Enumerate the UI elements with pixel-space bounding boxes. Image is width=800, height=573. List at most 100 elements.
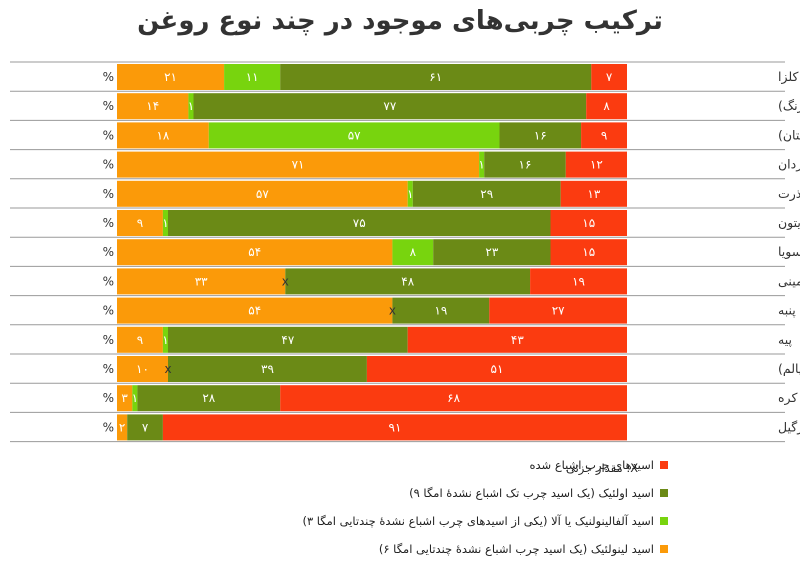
category-label: روغن کافشه ـگلرنگ) bbox=[778, 98, 800, 114]
segment-label-sat: ۱۹ bbox=[572, 274, 585, 288]
bar-segment-la bbox=[117, 180, 408, 207]
legend-item-linoleic: اسید لینولئیک (یک اسید چرب اشباع نشدهٔ چ… bbox=[379, 542, 668, 556]
bar-segment-la bbox=[117, 414, 128, 441]
percent-symbol: % bbox=[103, 128, 114, 142]
segment-label-la: ۷۱ bbox=[292, 158, 305, 172]
segment-label-sat: ۹ bbox=[601, 128, 607, 142]
category-label: روغن نارگیل bbox=[778, 419, 800, 435]
bar-segment-ala bbox=[132, 385, 138, 412]
segment-label-mono: ۴۷ bbox=[281, 333, 294, 347]
bar-segment-la bbox=[117, 210, 163, 236]
legend-label-saturated: اسیدهای چرب اشباع شده bbox=[529, 458, 654, 472]
bar-segment-sat bbox=[407, 326, 627, 353]
percent-symbol: % bbox=[103, 99, 114, 113]
legend-swatch-oleic bbox=[660, 489, 668, 497]
segment-label-ala: x bbox=[389, 304, 396, 318]
bar-segment-mono bbox=[168, 326, 408, 353]
category-label: روغن کلزا bbox=[778, 69, 800, 85]
legend-item-oleic: اسید اولئیک (یک اسید چرب تک اشباع نشدهٔ … bbox=[409, 486, 668, 500]
segment-label-mono: ۷۵ bbox=[353, 216, 366, 230]
legend-swatch-saturated bbox=[660, 461, 668, 469]
bar-segment-la bbox=[117, 356, 168, 382]
segment-label-sat: ۱۵ bbox=[582, 216, 595, 230]
bar-segment-mono bbox=[412, 180, 561, 207]
segment-label-mono: ۷ bbox=[142, 420, 149, 434]
segment-label-ala: ۱ bbox=[478, 158, 484, 172]
segment-label-mono: ۱۹ bbox=[434, 304, 447, 318]
segment-label-sat: ۱۲ bbox=[590, 158, 603, 172]
bar-segment-ala bbox=[224, 64, 281, 90]
percent-symbol: % bbox=[103, 70, 114, 84]
category-label: روغن ذرت bbox=[778, 186, 800, 202]
bar-segment-sat bbox=[550, 210, 627, 236]
segment-label-ala: ۱ bbox=[132, 391, 138, 405]
legend-label-linoleic: اسید لینولئیک (یک اسید چرب اشباع نشدهٔ چ… bbox=[378, 542, 654, 556]
percent-symbol: % bbox=[103, 158, 114, 172]
segment-label-la: ۳۳ bbox=[195, 274, 208, 288]
bar-segment-sat bbox=[489, 297, 627, 324]
category-label: کره bbox=[778, 390, 797, 406]
bar-segment-sat bbox=[586, 93, 627, 120]
legend-label-oleic: اسید اولئیک (یک اسید چرب تک اشباع نشدهٔ … bbox=[409, 486, 654, 500]
percent-symbol: % bbox=[103, 245, 114, 259]
percent-symbol: % bbox=[103, 274, 114, 288]
chart-title: ترکیب چربی‌های موجود در چند نوع روغن bbox=[137, 6, 663, 36]
segment-label-sat: ۱۵ bbox=[582, 245, 595, 259]
segment-label-la: ۹ bbox=[137, 333, 143, 347]
segment-label-ala: x bbox=[164, 362, 171, 376]
category-label: روغن پنبه bbox=[778, 303, 800, 319]
category-label: روغن آفتابگردان bbox=[778, 157, 800, 173]
bar-segment-sat bbox=[565, 151, 627, 178]
segment-label-la: ۱۴ bbox=[146, 99, 159, 113]
category-label: پیه bbox=[778, 332, 792, 347]
bar-segment-la bbox=[117, 326, 163, 353]
segment-label-sat: ۶۸ bbox=[447, 391, 460, 405]
percent-symbol: % bbox=[103, 391, 114, 405]
legend-item-ala: اسید آلفالینولنیک یا آلا (یکی از اسیدهای… bbox=[302, 514, 668, 528]
segment-label-sat: ۷ bbox=[606, 70, 613, 84]
bar-segment-sat bbox=[591, 64, 627, 90]
segment-label-la: ۵۷ bbox=[256, 187, 269, 201]
segment-label-mono: ۳۹ bbox=[261, 362, 274, 376]
bar-segment-mono bbox=[137, 385, 281, 412]
bar-segment-la bbox=[117, 239, 393, 266]
segment-label-sat: ۴۳ bbox=[511, 333, 524, 347]
segment-label-mono: ۲۹ bbox=[480, 187, 493, 201]
segment-label-la: ۲۱ bbox=[164, 70, 177, 84]
bar-segment-sat bbox=[581, 122, 627, 149]
bar-segment-la bbox=[117, 151, 480, 178]
bar-segment-mono bbox=[433, 239, 551, 266]
percent-symbol: % bbox=[103, 187, 114, 201]
row-gridlines bbox=[10, 61, 785, 443]
category-label: روغن بادام زمینی bbox=[778, 273, 800, 289]
segment-label-sat: ۲۷ bbox=[552, 304, 565, 318]
bar-segment-mono bbox=[280, 64, 592, 90]
percent-symbol: % bbox=[103, 362, 114, 376]
segment-label-sat: ۵۱ bbox=[491, 362, 504, 376]
bar-segment-mono bbox=[392, 297, 490, 324]
bar-segment-mono bbox=[127, 414, 163, 441]
segment-label-mono: ۲۳ bbox=[485, 245, 498, 259]
category-label: روغن زیتون bbox=[778, 215, 800, 231]
bar-segment-sat bbox=[560, 180, 627, 207]
segment-label-mono: ۱۶ bbox=[534, 128, 547, 142]
percent-symbol: % bbox=[103, 304, 114, 318]
bar-segment-la bbox=[117, 64, 225, 90]
bar-segment-ala bbox=[208, 122, 500, 149]
bar-segment-sat bbox=[366, 356, 627, 382]
segment-label-la: ۵۴ bbox=[248, 245, 261, 259]
segment-label-ala: ۱ bbox=[407, 187, 413, 201]
bar-segment-mono bbox=[168, 210, 551, 236]
segment-label-la: ۲ bbox=[119, 420, 125, 434]
percent-symbol: % bbox=[103, 420, 114, 434]
bar-segment-ala bbox=[392, 239, 434, 266]
segment-label-mono: ۱۶ bbox=[519, 158, 532, 172]
segment-label-mono: ۲۸ bbox=[202, 391, 215, 405]
category-label: روغن بزرک (کتان) bbox=[778, 127, 800, 143]
bar-segment-mono bbox=[193, 93, 587, 120]
bar-segment-la bbox=[117, 268, 286, 295]
segment-label-la: ۱۸ bbox=[156, 128, 169, 142]
segment-label-sat: ۱۳ bbox=[587, 187, 600, 201]
